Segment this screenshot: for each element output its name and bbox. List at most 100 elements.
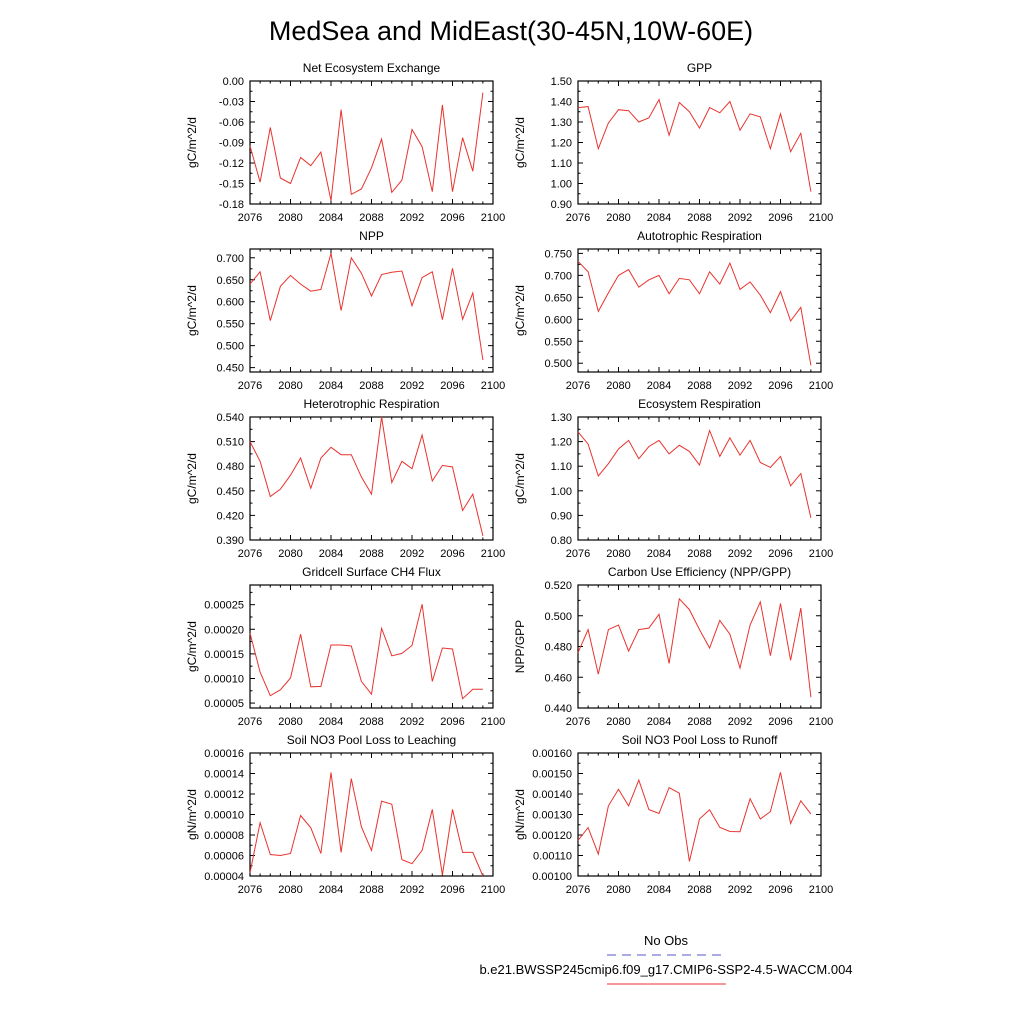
panel-title: Carbon Use Efficiency (NPP/GPP) [608, 565, 791, 579]
plot-frame [577, 752, 822, 877]
x-tick-label: 2096 [440, 380, 464, 392]
x-tick-label: 2100 [481, 716, 505, 728]
x-tick-label: 2084 [319, 380, 343, 392]
y-tick-label: 0.00010 [204, 673, 244, 685]
x-tick-label: 2076 [238, 884, 262, 896]
x-tick-label: 2088 [687, 716, 711, 728]
plot-frame [249, 584, 494, 709]
y-tick-label: 1.00 [551, 179, 572, 191]
y-axis-label: gC/m^2/d [185, 117, 199, 168]
y-tick-label: -0.15 [219, 179, 244, 191]
x-tick-label: 2076 [238, 380, 262, 392]
y-tick-label: 0.00 [223, 76, 244, 88]
legend-model-label: b.e21.BWSSP245cmip6.f09_g17.CMIP6-SSP2-4… [479, 962, 852, 977]
plot-frame [249, 80, 494, 205]
chart-panels: Net Ecosystem Exchange 2076 2080 2084 2088 20… [185, 61, 833, 896]
panel-4: Autotrophic Respiration 2076 2080 2084 2088 2… [513, 229, 833, 392]
x-tick-label: 2080 [606, 212, 630, 224]
y-tick-label: 1.10 [551, 158, 572, 170]
y-tick-label: 0.460 [544, 672, 572, 684]
y-tick-label: 1.20 [551, 138, 572, 150]
x-tick-label: 2076 [566, 380, 590, 392]
series-line [249, 416, 484, 537]
y-tick-label: 0.480 [544, 642, 572, 654]
y-tick-label: 0.00020 [204, 624, 244, 636]
y-tick-label: 0.00012 [204, 789, 244, 801]
y-tick-label: 0.420 [216, 510, 244, 522]
x-tick-label: 2088 [687, 884, 711, 896]
y-tick-label: 0.00010 [204, 810, 244, 822]
y-tick-label: 0.00008 [204, 830, 244, 842]
x-tick-label: 2084 [319, 212, 343, 224]
x-tick-label: 2084 [319, 548, 343, 560]
x-tick-label: 2100 [481, 548, 505, 560]
x-tick-label: 2088 [359, 884, 383, 896]
y-tick-label: 0.00014 [204, 769, 244, 781]
x-tick-label: 2076 [238, 716, 262, 728]
x-tick-label: 2100 [481, 380, 505, 392]
plot-frame [577, 248, 822, 373]
x-tick-label: 2080 [278, 884, 302, 896]
x-tick-label: 2080 [606, 548, 630, 560]
y-tick-label: 0.500 [216, 341, 244, 353]
y-tick-label: 0.00015 [204, 649, 244, 661]
x-tick-label: 2084 [319, 716, 343, 728]
y-axis-label: gC/m^2/d [185, 285, 199, 336]
x-tick-label: 2076 [238, 548, 262, 560]
y-tick-label: 0.550 [216, 319, 244, 331]
y-tick-label: 0.440 [544, 703, 572, 715]
x-tick-label: 2096 [768, 548, 792, 560]
y-axis-label: gN/m^2/d [513, 789, 527, 840]
x-tick-label: 2080 [606, 716, 630, 728]
y-tick-label: 0.00005 [204, 698, 244, 710]
x-tick-label: 2088 [687, 212, 711, 224]
y-tick-label: 0.480 [216, 461, 244, 473]
y-tick-label: -0.06 [219, 117, 244, 129]
plot-frame [249, 752, 494, 877]
y-tick-label: 1.00 [551, 486, 572, 498]
y-tick-label: 0.450 [216, 363, 244, 375]
y-tick-label: 0.510 [216, 437, 244, 449]
plot-frame [577, 80, 822, 205]
x-tick-label: 2092 [728, 212, 752, 224]
x-tick-label: 2084 [647, 380, 671, 392]
x-tick-label: 2084 [647, 716, 671, 728]
plot-frame [249, 416, 494, 541]
x-tick-label: 2080 [278, 548, 302, 560]
y-tick-label: 0.600 [216, 297, 244, 309]
x-tick-label: 2096 [440, 716, 464, 728]
x-tick-label: 2088 [359, 212, 383, 224]
plot-frame [577, 584, 822, 709]
y-tick-label: 0.00004 [204, 871, 244, 883]
panel-5: Heterotrophic Respiration 2076 2080 2084 208… [185, 397, 505, 560]
y-axis-label: gN/m^2/d [185, 789, 199, 840]
panel-title: Autotrophic Respiration [637, 229, 762, 243]
x-tick-label: 2100 [809, 548, 833, 560]
panel-title: Ecosystem Respiration [638, 397, 761, 411]
y-tick-label: 0.650 [544, 292, 572, 304]
x-tick-label: 2076 [566, 884, 590, 896]
x-tick-label: 2092 [728, 884, 752, 896]
y-tick-label: 1.50 [551, 76, 572, 88]
series-line [577, 428, 812, 519]
y-tick-label: 0.00025 [204, 600, 244, 612]
panel-9: Soil NO3 Pool Loss to Leaching 2076 2080 20… [185, 733, 505, 896]
panel-title: NPP [359, 229, 384, 243]
x-tick-label: 2080 [278, 716, 302, 728]
series-line [249, 604, 483, 700]
y-tick-label: -0.03 [219, 97, 244, 109]
series-line [577, 597, 812, 698]
panel-1: Net Ecosystem Exchange 2076 2080 2084 2088 20… [185, 61, 505, 224]
y-tick-label: 0.500 [544, 358, 572, 370]
legend-obs-label: No Obs [644, 933, 689, 948]
x-tick-label: 2100 [809, 716, 833, 728]
x-tick-label: 2084 [647, 884, 671, 896]
x-tick-label: 2092 [728, 548, 752, 560]
y-tick-label: 1.30 [551, 412, 572, 424]
x-tick-label: 2092 [400, 884, 424, 896]
x-tick-label: 2092 [400, 212, 424, 224]
x-tick-label: 2080 [606, 884, 630, 896]
panel-title: Heterotrophic Respiration [303, 397, 439, 411]
x-tick-label: 2100 [809, 380, 833, 392]
